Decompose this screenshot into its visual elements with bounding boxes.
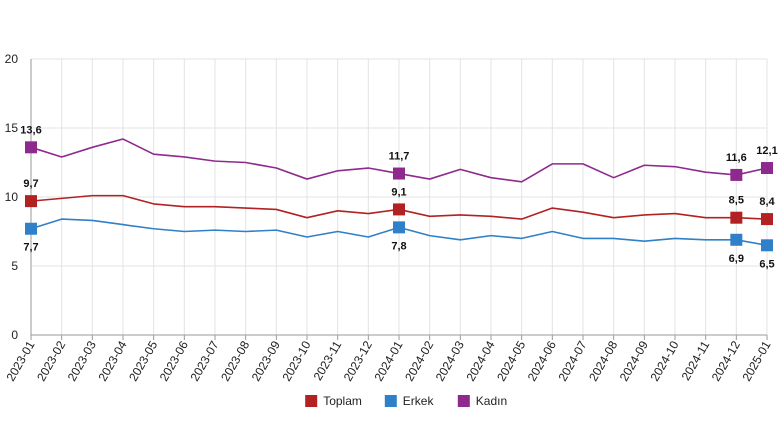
data-label-kadın: 11,6 [726, 152, 747, 164]
y-tick-label: 0 [11, 328, 18, 342]
legend-label-erkek: Erkek [403, 394, 435, 408]
x-tick-label: 2023-02 [34, 338, 68, 383]
legend-swatch-kadın [457, 395, 470, 407]
x-tick-label: 2023-04 [95, 338, 129, 383]
legend: Toplam Erkek Kadın [305, 394, 507, 408]
data-labels: 9,7 9,1 8,5 8,4 7,7 7,8 6,9 6,5 13,6 11,7 11,6 12,1 [20, 124, 777, 270]
data-marker-kadın [730, 168, 743, 181]
y-tick-label: 10 [5, 190, 19, 204]
data-marker-toplam [393, 203, 405, 216]
data-marker-toplam [25, 195, 37, 208]
x-tick-label: 2023-07 [187, 338, 221, 383]
x-tick-label: 2023-12 [341, 338, 375, 383]
data-marker-toplam [730, 211, 743, 224]
x-tick-label: 2023-11 [311, 338, 345, 383]
x-tick-label: 2023-08 [218, 338, 252, 383]
data-label-erkek: 6,5 [759, 258, 774, 270]
x-axis: 2023-012023-022023-032023-042023-052023-… [3, 334, 774, 384]
x-tick-label: 2023-10 [279, 338, 313, 383]
x-tick-label: 2023-09 [249, 338, 283, 383]
data-label-toplam: 8,5 [729, 195, 744, 207]
data-label-kadın: 13,6 [20, 124, 41, 136]
data-label-erkek: 7,7 [23, 242, 38, 254]
data-label-toplam: 9,7 [23, 178, 38, 190]
data-marker-kadın [393, 167, 405, 180]
x-tick-label: 2024-09 [617, 338, 651, 383]
data-marker-kadın [25, 141, 37, 154]
x-tick-label: 2024-02 [402, 338, 436, 383]
x-tick-label: 2024-05 [494, 338, 528, 383]
y-tick-label: 15 [5, 121, 19, 135]
data-label-erkek: 6,9 [729, 253, 744, 265]
x-tick-label: 2024-01 [371, 338, 405, 383]
data-marker-erkek [730, 233, 743, 246]
data-label-toplam: 9,1 [391, 186, 406, 198]
x-tick-label: 2024-10 [647, 338, 681, 383]
x-tick-label: 2024-04 [463, 338, 497, 383]
data-marker-erkek [393, 221, 405, 234]
legend-label-kadın: Kadın [476, 394, 507, 408]
x-tick-label: 2025-01 [739, 338, 773, 383]
x-tick-label: 2024-07 [555, 338, 589, 383]
x-tick-label: 2023-06 [157, 338, 191, 383]
data-label-kadın: 11,7 [389, 151, 410, 163]
series-markers [25, 141, 773, 252]
x-tick-label: 2023-05 [126, 338, 160, 383]
x-tick-label: 2024-08 [586, 338, 620, 383]
x-tick-label: 2023-03 [65, 338, 99, 383]
x-tick-label: 2024-03 [433, 338, 467, 383]
data-label-erkek: 7,8 [391, 240, 406, 252]
data-label-toplam: 8,4 [759, 196, 775, 208]
legend-label-toplam: Toplam [323, 394, 362, 408]
y-tick-label: 20 [5, 52, 19, 66]
data-marker-kadın [761, 162, 773, 175]
data-marker-toplam [761, 213, 773, 226]
x-tick-label: 2024-11 [679, 338, 713, 383]
legend-swatch-toplam [305, 395, 318, 407]
x-tick-label: 2023-01 [3, 338, 37, 383]
x-tick-label: 2024-06 [525, 338, 559, 383]
legend-swatch-erkek [384, 395, 397, 407]
data-marker-erkek [761, 239, 773, 252]
data-marker-erkek [25, 222, 37, 235]
data-label-kadın: 12,1 [756, 145, 777, 157]
y-tick-label: 5 [11, 259, 18, 273]
x-tick-label: 2024-12 [709, 338, 743, 383]
